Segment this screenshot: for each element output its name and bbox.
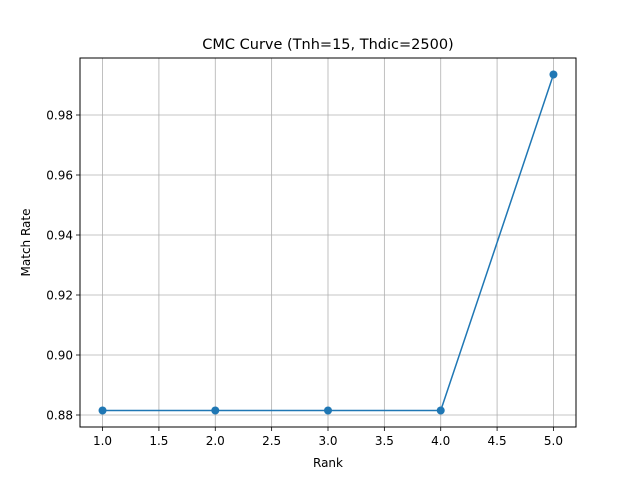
y-axis-label: Match Rate xyxy=(19,209,33,277)
x-tick-label: 5.0 xyxy=(544,434,563,448)
data-point xyxy=(211,406,220,415)
tick-layer: 1.0 1.5 2.0 2.5 3.0 3.5 4.0 4.5 5.0 0.88 0.90 0.92 0… xyxy=(46,109,563,449)
y-tick-label: 0.90 xyxy=(46,349,73,363)
x-tick-label: 4.0 xyxy=(431,434,450,448)
x-axis-label: Rank xyxy=(313,456,343,470)
y-tick-label: 0.98 xyxy=(46,109,73,123)
y-tick-label: 0.96 xyxy=(46,169,73,183)
grid xyxy=(80,58,576,427)
x-tick-label: 3.5 xyxy=(375,434,394,448)
y-tick-label: 0.92 xyxy=(46,289,73,303)
data-point xyxy=(98,406,107,415)
y-tick-label: 0.88 xyxy=(46,409,73,423)
x-tick-label: 4.5 xyxy=(488,434,507,448)
y-tick-label: 0.94 xyxy=(46,229,73,243)
x-tick-label: 1.0 xyxy=(93,434,112,448)
x-tick-label: 2.5 xyxy=(262,434,281,448)
data-point xyxy=(549,70,558,79)
series-layer xyxy=(98,70,558,415)
data-point xyxy=(324,406,332,415)
x-tick-label: 1.5 xyxy=(149,434,168,448)
x-tick-label: 3.0 xyxy=(318,434,337,448)
data-point xyxy=(436,406,445,415)
chart-title: CMC Curve (Tnh=15, Thdic=2500) xyxy=(202,37,453,53)
x-tick-label: 2.0 xyxy=(206,434,225,448)
